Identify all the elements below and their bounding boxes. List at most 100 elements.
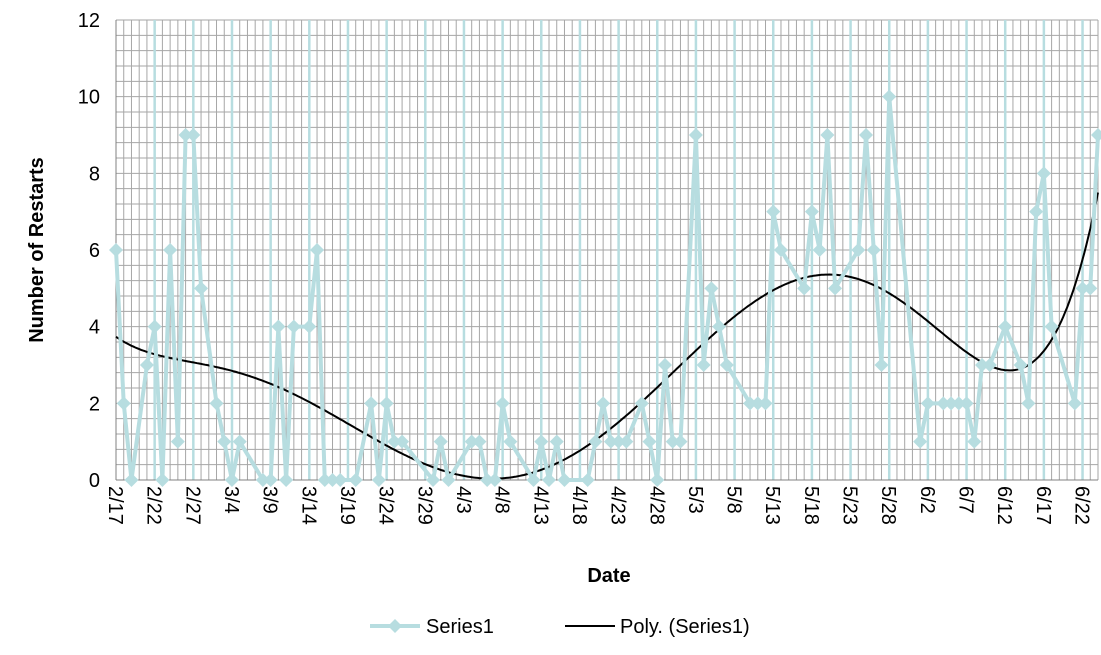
x-tick-label: 6/2 bbox=[916, 486, 938, 514]
data-point bbox=[170, 434, 185, 449]
data-point bbox=[186, 128, 201, 142]
data-point bbox=[882, 89, 897, 104]
data-point bbox=[480, 473, 495, 487]
x-tick-label: 4/13 bbox=[529, 486, 551, 525]
y-tick-label: 4 bbox=[89, 317, 100, 339]
legend-trend-label: Poly. (Series1) bbox=[620, 616, 750, 638]
y-axis-title: Number of Restarts bbox=[26, 157, 48, 343]
data-point bbox=[487, 473, 502, 487]
data-point bbox=[665, 434, 680, 449]
data-point bbox=[472, 434, 487, 449]
data-point bbox=[797, 281, 812, 296]
data-point bbox=[263, 473, 278, 487]
data-point bbox=[109, 243, 123, 257]
x-tick-label: 4/23 bbox=[607, 486, 629, 525]
legend-series1-swatch-marker bbox=[388, 619, 402, 633]
data-point bbox=[224, 473, 239, 487]
data-point bbox=[874, 358, 889, 372]
data-point bbox=[542, 473, 557, 487]
x-tick-label: 5/18 bbox=[800, 486, 822, 525]
data-point bbox=[147, 319, 162, 334]
data-point bbox=[255, 473, 270, 487]
data-point bbox=[642, 434, 657, 449]
data-point bbox=[178, 128, 193, 142]
data-point bbox=[1029, 204, 1044, 219]
data-point bbox=[279, 473, 294, 487]
data-point bbox=[1083, 281, 1098, 296]
data-point bbox=[464, 434, 479, 449]
data-point bbox=[348, 473, 363, 487]
data-point bbox=[116, 396, 131, 411]
data-point bbox=[975, 358, 990, 372]
data-point bbox=[773, 243, 788, 257]
data-point bbox=[1036, 166, 1051, 181]
x-tick-label: 4/3 bbox=[452, 486, 474, 514]
data-point bbox=[124, 473, 139, 487]
y-tick-label: 6 bbox=[89, 240, 100, 262]
data-point bbox=[650, 473, 665, 487]
data-point bbox=[232, 434, 247, 449]
data-point bbox=[163, 243, 178, 257]
x-tick-label: 6/22 bbox=[1071, 486, 1093, 525]
data-point bbox=[688, 128, 703, 142]
data-point bbox=[804, 204, 819, 219]
data-point bbox=[495, 396, 510, 411]
data-point bbox=[657, 358, 672, 372]
data-point bbox=[704, 281, 719, 296]
x-tick-label: 3/14 bbox=[297, 486, 319, 525]
y-tick-label: 8 bbox=[89, 163, 100, 185]
data-point bbox=[217, 434, 232, 449]
data-point bbox=[673, 434, 688, 449]
y-tick-label: 10 bbox=[78, 87, 100, 109]
data-point bbox=[426, 473, 441, 487]
legend: Series1 Poly. (Series1) bbox=[370, 616, 750, 638]
x-tick-label: 5/3 bbox=[684, 486, 706, 514]
data-point bbox=[325, 473, 340, 487]
data-point bbox=[743, 396, 758, 411]
data-point bbox=[1013, 358, 1028, 372]
data-point bbox=[503, 434, 518, 449]
data-point bbox=[271, 319, 286, 334]
data-point bbox=[1091, 128, 1101, 142]
data-point bbox=[920, 396, 935, 411]
data-point bbox=[750, 396, 765, 411]
data-point bbox=[557, 473, 572, 487]
data-point bbox=[549, 434, 564, 449]
x-tick-label: 3/9 bbox=[259, 486, 281, 514]
data-point bbox=[302, 319, 317, 334]
data-point bbox=[194, 281, 209, 296]
data-point bbox=[951, 396, 966, 411]
data-point bbox=[379, 396, 394, 411]
data-point bbox=[333, 473, 348, 487]
data-point bbox=[371, 473, 386, 487]
x-tick-label: 3/19 bbox=[336, 486, 358, 525]
data-point bbox=[820, 128, 835, 142]
data-point bbox=[712, 319, 727, 334]
x-tick-label: 3/29 bbox=[413, 486, 435, 525]
data-point bbox=[619, 434, 634, 449]
y-tick-label: 0 bbox=[89, 470, 100, 492]
data-point bbox=[611, 434, 626, 449]
tick-labels: 0 2 4 6 8 10 12 2/17 2/22 2/27 3/4 3/9 3/14 3/19 3/24 3… bbox=[78, 10, 1093, 525]
grid bbox=[115, 19, 1099, 481]
x-tick-label: 2/27 bbox=[181, 486, 203, 525]
x-tick-label: 6/12 bbox=[993, 486, 1015, 525]
data-point bbox=[696, 358, 711, 372]
x-tick-label: 6/17 bbox=[1032, 486, 1054, 525]
data-point bbox=[155, 473, 170, 487]
y-tick-label: 2 bbox=[89, 393, 100, 415]
data-point bbox=[310, 243, 325, 257]
x-tick-label: 4/28 bbox=[645, 486, 667, 525]
data-point bbox=[1075, 281, 1090, 296]
data-point bbox=[526, 473, 541, 487]
data-point bbox=[998, 319, 1013, 334]
x-tick-label: 3/24 bbox=[375, 486, 397, 525]
data-point bbox=[364, 396, 379, 411]
x-tick-label: 3/4 bbox=[220, 486, 242, 514]
data-point bbox=[859, 128, 874, 142]
data-point bbox=[139, 358, 154, 372]
data-point bbox=[580, 473, 595, 487]
x-tick-label: 2/17 bbox=[104, 486, 126, 525]
